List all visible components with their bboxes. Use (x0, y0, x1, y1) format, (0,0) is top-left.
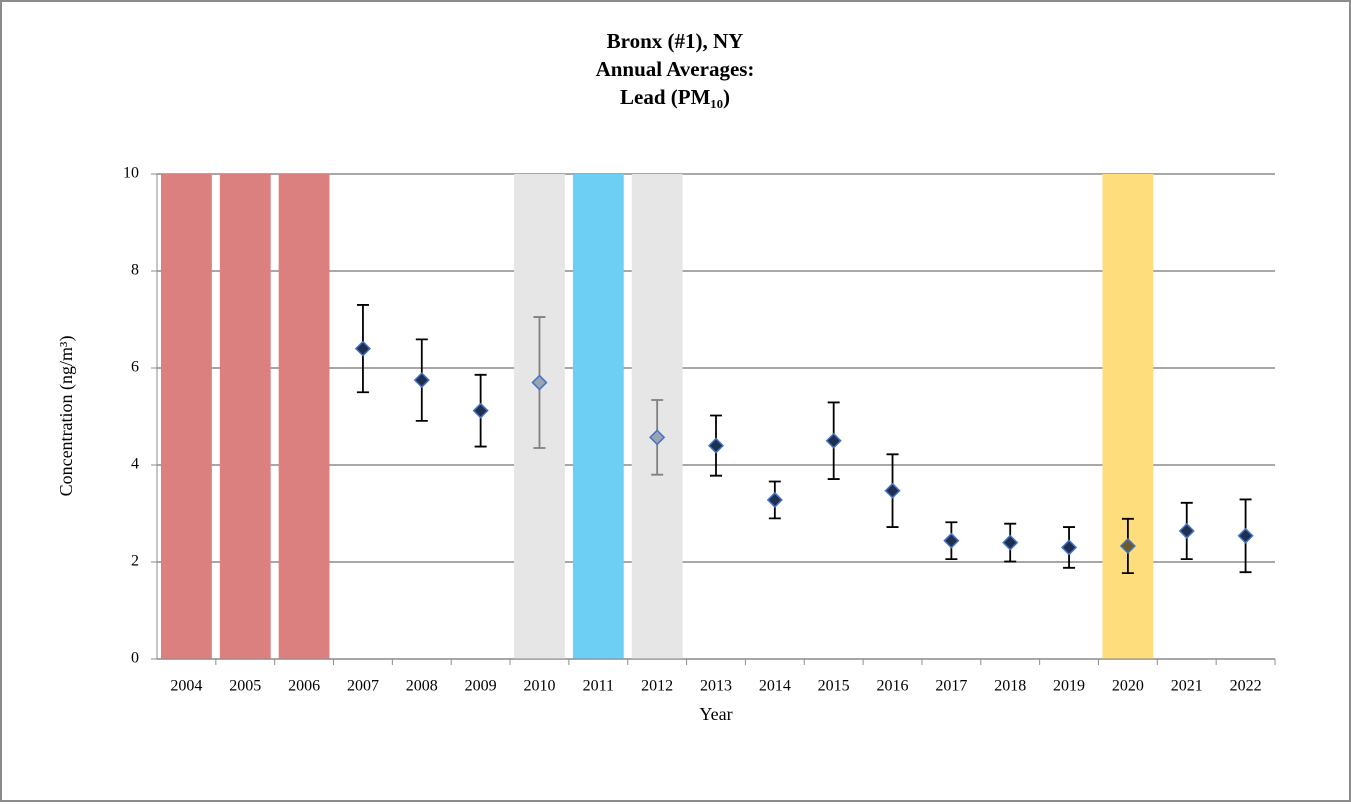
data-point (943, 532, 960, 549)
highlight-band (278, 174, 330, 659)
data-point (1060, 539, 1078, 556)
x-tick-label: 2007 (347, 678, 379, 695)
y-axis-label: Concentration (ng/m³) (56, 336, 77, 497)
x-tick-label: 2008 (406, 678, 438, 695)
x-tick-label: 2009 (465, 678, 497, 695)
x-tick-label: 2019 (1053, 678, 1085, 695)
x-tick-label: 2022 (1230, 678, 1262, 695)
y-tick-label: 6 (131, 359, 139, 376)
x-tick-label: 2010 (523, 678, 555, 695)
data-point (531, 374, 548, 391)
x-tick-label: 2011 (583, 678, 614, 695)
highlight-band (219, 174, 271, 659)
y-tick-label: 4 (131, 456, 139, 473)
y-tick-label: 10 (123, 165, 139, 182)
x-tick-label: 2014 (759, 678, 791, 695)
x-tick-label: 2020 (1112, 678, 1144, 695)
x-tick-label: 2012 (641, 678, 673, 695)
highlight-band (1102, 174, 1154, 659)
x-tick-label: 2005 (229, 678, 261, 695)
highlight-band (161, 174, 212, 659)
chart-title: Annual Averages: (596, 57, 755, 81)
y-tick-label: 0 (131, 650, 139, 667)
data-point (649, 429, 666, 446)
x-tick-label: 2021 (1171, 678, 1203, 695)
data-point (472, 402, 489, 419)
data-point (1002, 534, 1019, 551)
x-tick-label: 2004 (170, 678, 202, 695)
data-point (1119, 537, 1136, 555)
data-point (413, 372, 430, 389)
chart-title: Lead (PM₁₀) (620, 85, 730, 109)
highlight-band (572, 174, 624, 659)
y-tick-label: 2 (131, 553, 139, 570)
x-tick-label: 2018 (994, 678, 1026, 695)
data-point (766, 491, 783, 508)
data-point (1237, 527, 1254, 544)
x-tick-label: 2017 (935, 678, 967, 695)
data-point (354, 340, 372, 357)
x-tick-label: 2006 (288, 678, 320, 695)
data-point (707, 437, 725, 454)
x-axis-label: Year (699, 704, 732, 724)
data-point (884, 482, 901, 499)
y-tick-label: 8 (131, 262, 139, 279)
data-point (825, 432, 842, 449)
chart-title: Bronx (#1), NY (607, 29, 744, 53)
x-tick-label: 2015 (818, 678, 850, 695)
x-tick-label: 2013 (700, 678, 732, 695)
x-tick-label: 2016 (877, 678, 909, 695)
data-point (1178, 522, 1195, 540)
